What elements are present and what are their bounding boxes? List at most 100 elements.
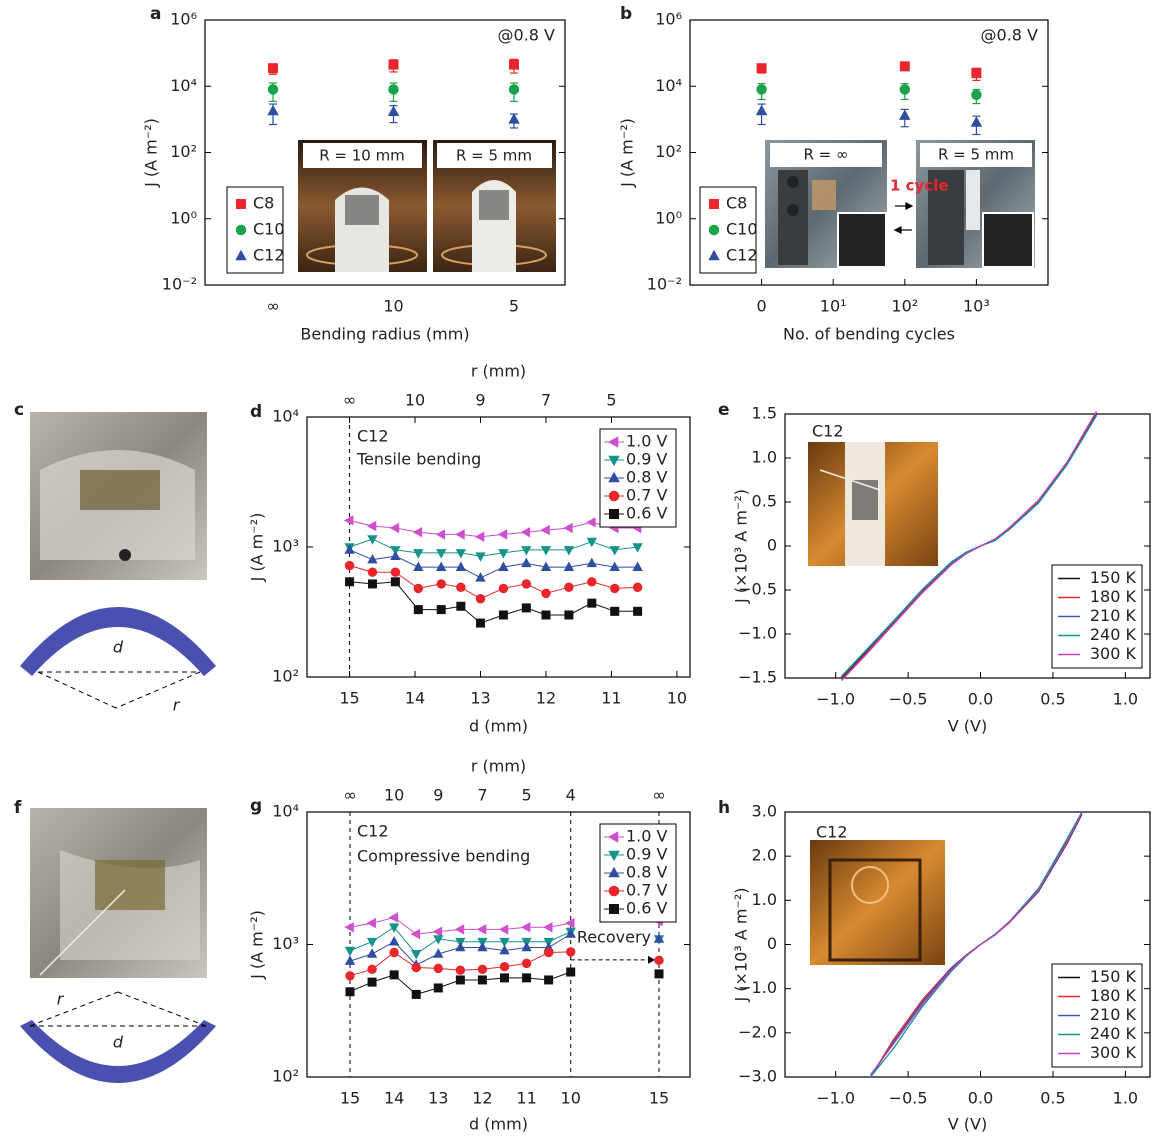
marker (755, 104, 768, 116)
x-tick-label: 15 (649, 1089, 669, 1108)
y-tick-label: 10⁻² (162, 275, 197, 294)
x-tick-label: 0.5 (1040, 690, 1065, 709)
panel-label: d (250, 402, 262, 422)
marker (508, 113, 520, 124)
legend-label: C8 (253, 194, 274, 213)
marker (344, 946, 356, 957)
marker (474, 531, 485, 542)
legend-label: 150 K (1090, 568, 1137, 587)
inset-label: R = 10 mm (319, 147, 405, 165)
annotation: @0.8 V (981, 26, 1039, 45)
cycle-arrows (893, 202, 914, 234)
panel-label: g (250, 796, 262, 816)
legend-label: C10 (253, 220, 285, 239)
top-tick-label: 7 (477, 786, 487, 805)
legend-marker (708, 249, 720, 261)
marker (367, 535, 378, 545)
marker (388, 59, 399, 70)
x-tick-label: 10² (891, 297, 918, 316)
y-tick-label: 10⁴ (272, 802, 299, 821)
marker (565, 928, 576, 938)
marker (413, 583, 424, 594)
marker (971, 89, 982, 101)
marker (433, 963, 444, 974)
marker (654, 955, 664, 966)
marker (498, 561, 509, 571)
marker (521, 579, 532, 589)
annotation: Tensile bending (356, 450, 481, 469)
marker (498, 583, 509, 594)
marker (586, 537, 597, 548)
y-axis-label: J (×10³ A m⁻²) (732, 489, 751, 604)
marker (499, 944, 510, 955)
inset-photo: R = ∞ (765, 140, 887, 268)
inset-label: R = 5 mm (938, 146, 1014, 164)
photo (30, 808, 207, 978)
x-axis-label: V (V) (948, 717, 987, 736)
y-tick-label: 10³ (272, 537, 299, 556)
marker (541, 610, 551, 620)
inset-photo (808, 442, 938, 566)
legend-label: C10 (726, 220, 758, 239)
marker (563, 522, 573, 534)
marker (345, 577, 355, 587)
marker (268, 63, 278, 74)
inset-label: 1 cycle (890, 177, 949, 195)
marker (475, 572, 486, 582)
marker (587, 598, 597, 608)
marker (455, 965, 466, 975)
x-tick-label: 10¹ (820, 297, 847, 316)
marker (540, 561, 552, 571)
x-tick-label: 15 (339, 689, 359, 708)
top-tick-label: 10 (405, 391, 425, 410)
marker (522, 973, 532, 983)
inset-photo (810, 840, 945, 965)
marker (586, 557, 597, 568)
y-axis-label: J (A m⁻²) (142, 118, 161, 188)
marker (345, 971, 355, 981)
bending-diagram (20, 607, 216, 709)
marker (520, 527, 531, 538)
marker (411, 962, 421, 973)
inset-label: R = ∞ (803, 146, 848, 164)
x-tick-label: 1.0 (1113, 1089, 1138, 1108)
marker (509, 59, 519, 70)
x-axis-label: No. of bending cycles (783, 325, 955, 344)
panel-label: a (150, 4, 161, 24)
y-tick-label: −3.0 (738, 1067, 777, 1086)
marker (899, 61, 910, 72)
y-tick-label: 3.0 (752, 802, 777, 821)
x-tick-label: 14 (384, 1089, 404, 1108)
x-tick-label: 10³ (963, 297, 990, 316)
top-tick-label: ∞ (652, 786, 665, 805)
y-tick-label: 10⁶ (655, 10, 682, 29)
y-tick-label: 10² (170, 142, 197, 161)
legend-marker (235, 249, 247, 261)
marker (436, 605, 446, 615)
top-tick-label: 10 (384, 786, 404, 805)
diagram-label: d (113, 1033, 124, 1052)
marker (587, 577, 597, 587)
marker (411, 989, 421, 999)
top-tick-label: 5 (521, 786, 531, 805)
marker (633, 606, 643, 616)
marker (521, 958, 532, 969)
y-tick-label: 1.0 (752, 448, 777, 467)
legend-label: 0.6 V (626, 899, 668, 918)
annotation: Recovery (577, 928, 651, 947)
legend-marker (708, 224, 720, 236)
y-tick-label: 10³ (272, 934, 299, 953)
x-tick-label: 15 (340, 1089, 360, 1108)
marker (609, 583, 620, 594)
y-tick-label: −1.5 (738, 668, 777, 687)
marker (344, 560, 355, 571)
legend-label: 0.9 V (626, 845, 668, 864)
panel-label: h (718, 798, 730, 818)
marker (343, 515, 354, 526)
legend-marker (236, 199, 246, 209)
marker (412, 527, 423, 538)
y-tick-label: 10⁻² (647, 275, 682, 294)
top-tick-label: 5 (606, 391, 616, 410)
marker (455, 975, 465, 985)
y-tick-label: 10⁰ (170, 208, 197, 227)
